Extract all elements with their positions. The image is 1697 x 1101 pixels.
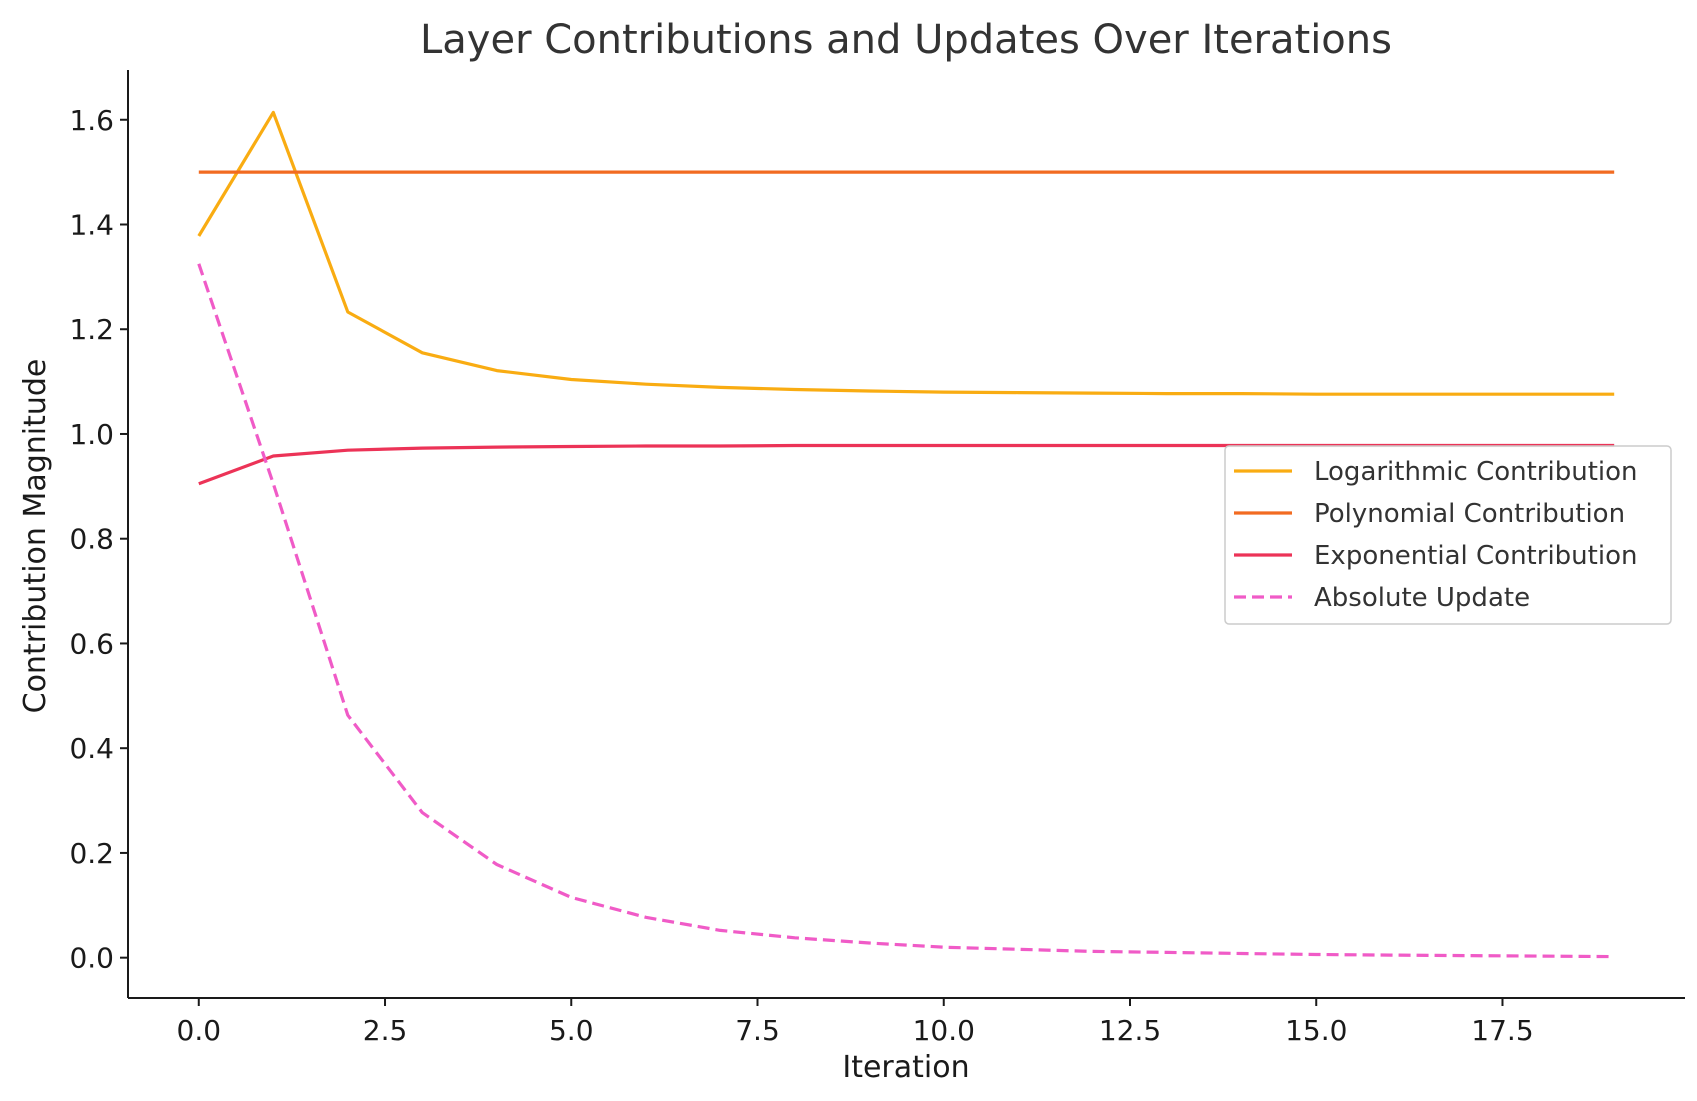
x-ticks: 0.0 2.5 5.0 7.5 10.0 12.5 15.0 17.5	[177, 998, 1534, 1047]
y-ticks: 0.0 0.2 0.4 0.6 0.8 1.0 1.2 1.4 1.6	[69, 104, 128, 975]
legend-entry-label: Polynomial Contribution	[1314, 499, 1625, 529]
y-tick-label: 0.4	[69, 732, 114, 765]
legend-entry-label: Logarithmic Contribution	[1314, 457, 1638, 487]
y-tick-label: 1.2	[69, 313, 114, 346]
x-axis-label: Iteration	[842, 1050, 969, 1085]
series-line-4	[197, 263, 1615, 959]
x-tick-label: 2.5	[363, 1014, 408, 1047]
x-tick-label: 10.0	[913, 1014, 975, 1047]
x-tick-label: 15.0	[1285, 1014, 1347, 1047]
y-tick-label: 1.4	[69, 208, 114, 241]
legend: Logarithmic Contribution Polynomial Contr…	[1224, 445, 1672, 625]
y-tick-label: 0.8	[69, 523, 114, 556]
x-tick-label: 0.0	[177, 1014, 222, 1047]
chart-title: Layer Contributions and Updates Over Ite…	[420, 17, 1392, 63]
y-tick-label: 0.6	[69, 627, 114, 660]
x-tick-label: 7.5	[735, 1014, 780, 1047]
legend-entry-label: Exponential Contribution	[1314, 541, 1637, 571]
y-axis-label: Contribution Magnitude	[18, 359, 53, 714]
x-tick-label: 5.0	[549, 1014, 594, 1047]
y-tick-label: 1.6	[69, 104, 114, 137]
series-layer	[197, 110, 1615, 959]
y-tick-label: 1.0	[69, 418, 114, 451]
legend-box	[1224, 445, 1672, 625]
series-line-1	[197, 110, 1615, 396]
legend-entry-label: Absolute Update	[1314, 583, 1530, 613]
x-tick-label: 17.5	[1471, 1014, 1533, 1047]
y-tick-label: 0.0	[69, 942, 114, 975]
y-tick-label: 0.2	[69, 837, 114, 870]
x-tick-label: 12.5	[1099, 1014, 1161, 1047]
